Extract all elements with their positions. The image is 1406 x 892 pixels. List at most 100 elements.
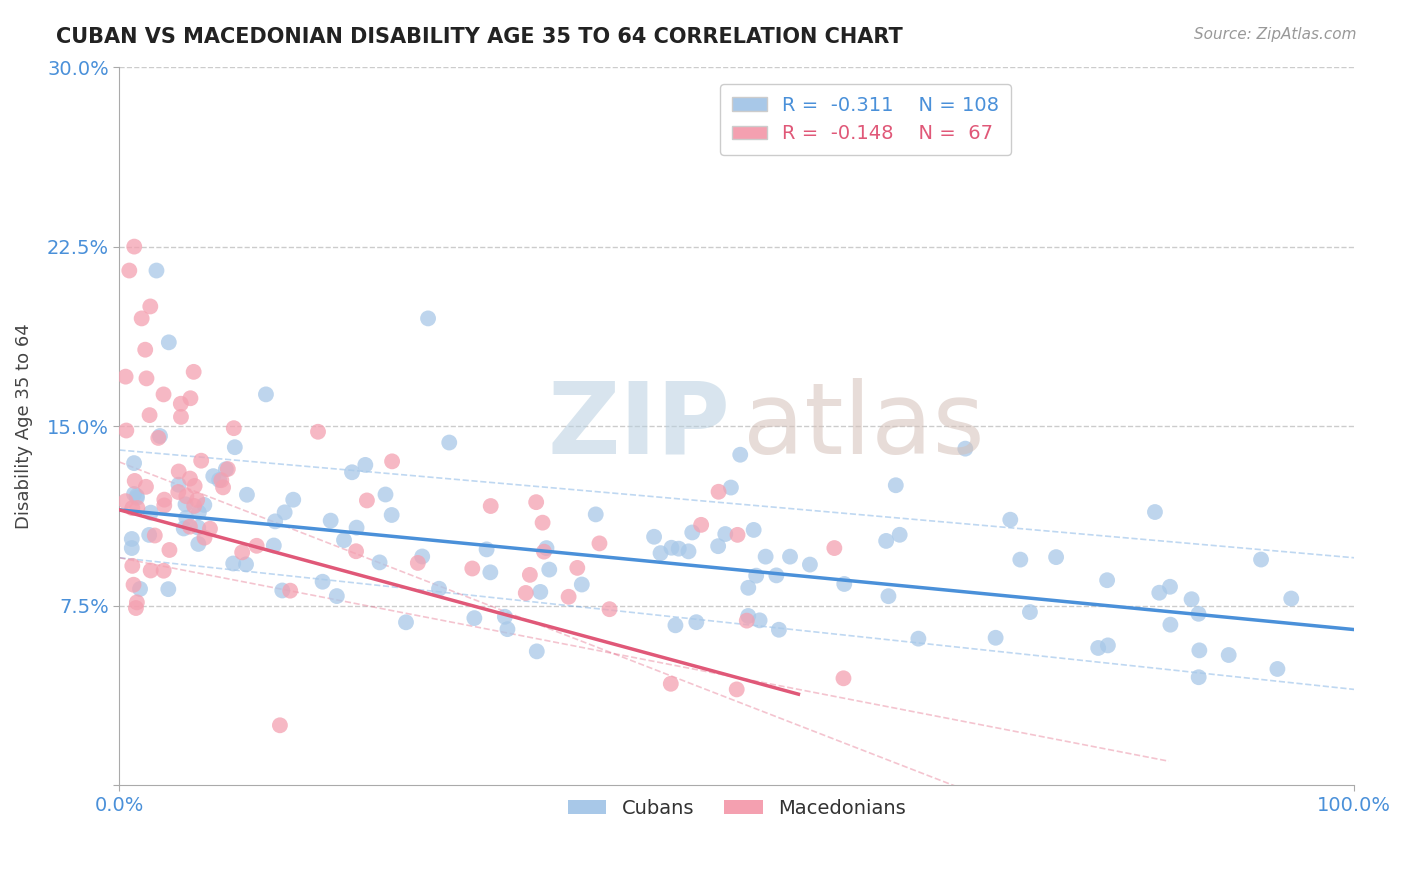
Point	[269, 718, 291, 732]
Point	[202, 469, 225, 483]
Point	[585, 508, 607, 522]
Point	[263, 539, 285, 553]
Point	[725, 682, 748, 697]
Point	[135, 480, 157, 494]
Point	[406, 556, 429, 570]
Point	[659, 677, 682, 691]
Point	[187, 537, 209, 551]
Point	[231, 545, 253, 559]
Point	[121, 541, 143, 555]
Point	[170, 397, 193, 411]
Point	[1250, 552, 1272, 566]
Point	[254, 387, 277, 401]
Point	[1180, 592, 1202, 607]
Point	[1045, 550, 1067, 565]
Point	[496, 622, 519, 636]
Point	[170, 409, 193, 424]
Point	[340, 465, 363, 479]
Point	[193, 531, 215, 545]
Point	[139, 506, 162, 520]
Point	[124, 474, 146, 488]
Point	[121, 558, 143, 573]
Point	[224, 440, 246, 454]
Point	[529, 585, 551, 599]
Point	[115, 424, 138, 438]
Point	[765, 568, 787, 582]
Point	[179, 472, 201, 486]
Point	[208, 473, 231, 487]
Point	[235, 558, 257, 572]
Point	[381, 454, 404, 468]
Point	[720, 481, 742, 495]
Point	[264, 514, 287, 528]
Point	[955, 442, 977, 456]
Point	[668, 541, 690, 556]
Point	[395, 615, 418, 630]
Point	[735, 614, 758, 628]
Point	[122, 578, 145, 592]
Point	[661, 541, 683, 555]
Point	[1019, 605, 1042, 619]
Point	[907, 632, 929, 646]
Point	[494, 609, 516, 624]
Point	[157, 335, 180, 350]
Point	[311, 574, 333, 589]
Point	[148, 431, 170, 445]
Point	[1010, 552, 1032, 566]
Text: ZIP: ZIP	[548, 377, 731, 475]
Point	[217, 462, 239, 476]
Point	[884, 478, 907, 492]
Point	[246, 539, 269, 553]
Point	[650, 546, 672, 560]
Point	[174, 497, 197, 511]
Point	[877, 589, 900, 603]
Point	[875, 533, 897, 548]
Point	[588, 536, 610, 550]
Point	[567, 561, 589, 575]
Point	[143, 528, 166, 542]
Point	[190, 453, 212, 467]
Point	[114, 369, 136, 384]
Point	[179, 391, 201, 405]
Point	[138, 408, 160, 422]
Point	[283, 492, 305, 507]
Point	[707, 539, 730, 553]
Point	[179, 519, 201, 533]
Point	[236, 488, 259, 502]
Point	[748, 613, 770, 627]
Point	[174, 510, 197, 524]
Point	[127, 500, 149, 515]
Point	[832, 577, 855, 591]
Point	[714, 527, 737, 541]
Point	[139, 564, 162, 578]
Point	[368, 555, 391, 569]
Point	[125, 595, 148, 609]
Point	[145, 263, 167, 277]
Y-axis label: Disability Age 35 to 64: Disability Age 35 to 64	[15, 323, 32, 529]
Point	[356, 493, 378, 508]
Point	[823, 541, 845, 555]
Legend: Cubans, Macedonians: Cubans, Macedonians	[560, 791, 914, 826]
Point	[1097, 639, 1119, 653]
Point	[1267, 662, 1289, 676]
Point	[122, 487, 145, 501]
Point	[461, 561, 484, 575]
Point	[678, 544, 700, 558]
Point	[737, 609, 759, 624]
Point	[134, 343, 156, 357]
Point	[176, 489, 198, 503]
Point	[479, 566, 502, 580]
Point	[374, 487, 396, 501]
Point	[129, 582, 152, 596]
Point	[515, 586, 537, 600]
Point	[131, 311, 153, 326]
Point	[135, 371, 157, 385]
Point	[463, 611, 485, 625]
Point	[768, 623, 790, 637]
Point	[149, 429, 172, 443]
Point	[307, 425, 329, 439]
Point	[278, 583, 301, 598]
Point	[1188, 643, 1211, 657]
Point	[416, 311, 439, 326]
Point	[745, 568, 768, 582]
